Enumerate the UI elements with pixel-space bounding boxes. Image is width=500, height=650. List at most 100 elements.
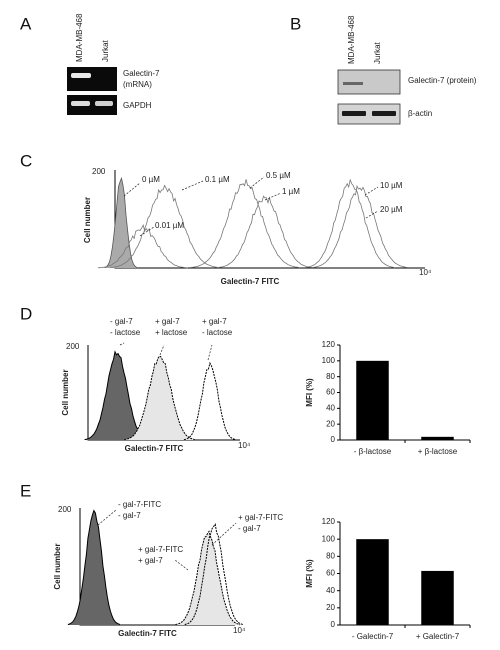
x-tick-label: + β-lactose [418,447,458,456]
y-tick-label: 100 [322,356,336,365]
x-axis-title: Galectin-7 FITC [221,277,280,286]
lane-label: MDA-MB-468 [347,15,356,64]
leader-line [119,342,125,346]
y-tick-label: 80 [326,372,335,381]
leader-line [264,192,282,201]
panel-label: B [290,14,301,33]
histogram [190,179,300,269]
leader-line [181,180,204,191]
y-tick-label: 120 [322,517,336,526]
panel-label: A [20,14,32,33]
legend-label: - lactose [110,328,141,337]
leader-line [159,344,165,356]
legend-label: + gal-7 [138,556,163,565]
y-max-label: 200 [92,167,106,176]
lane-label: Jurkat [101,39,110,62]
panel-label: D [20,304,32,323]
y-tick-label: 20 [326,419,335,428]
row-label: (mRNA) [123,80,152,89]
legend-label: - lactose [202,328,233,337]
x-max-label: 10⁴ [233,626,246,635]
blot-image [337,103,401,125]
legend-label: - gal-7 [110,317,133,326]
panel-label: C [20,151,32,170]
y-max-label: 200 [66,342,80,351]
histogram [110,184,220,269]
y-axis-title: MFI (%) [305,559,314,588]
leader-line [174,559,189,571]
histogram [67,509,121,626]
y-axis-title: Cell number [83,197,92,243]
y-axis-title: Cell number [61,369,70,415]
histogram [183,361,237,441]
histogram [311,184,409,268]
y-tick-label: 100 [322,534,336,543]
leader-line [364,186,379,196]
row-label: Galectin-7 (protein) [408,76,477,85]
y-tick-label: 80 [326,551,335,560]
gel-band-image [67,95,117,115]
blot-band [343,82,363,85]
y-tick-label: 0 [331,620,336,629]
legend-label: - gal-7-FITC [118,500,161,509]
histogram [304,178,396,269]
histogram [184,523,244,626]
gel-band [71,101,90,106]
histogram [124,355,196,441]
y-max-label: 200 [58,505,72,514]
bar [421,570,454,625]
gel-band [95,101,113,106]
bar [421,436,454,440]
y-tick-label: 20 [326,603,335,612]
legend-label: + gal-7 [155,317,180,326]
y-axis-title: Cell number [53,543,62,589]
leader-line [249,176,265,189]
y-tick-label: 0 [331,435,336,444]
leader-line [207,344,213,361]
gel-band [71,73,91,78]
y-tick-label: 60 [326,569,335,578]
x-max-label: 10⁴ [419,268,432,277]
x-tick-label: - Galectin-7 [352,632,394,641]
gel-band-image [67,67,117,91]
y-tick-label: 40 [326,403,335,412]
blot-band [342,111,366,116]
curve-label: 0.5 µM [266,171,291,180]
blot-band [372,111,396,116]
x-tick-label: + Galectin-7 [416,632,460,641]
row-label: Galectin-7 [123,69,160,78]
leader-line [139,226,155,237]
curve-label: 20 µM [380,205,403,214]
bar [356,539,389,625]
legend-label: + lactose [155,328,188,337]
legend-label: + gal-7 [202,317,227,326]
legend-label: - gal-7 [118,511,141,520]
leader-line [97,509,117,526]
bar [356,360,389,440]
curve-label: 10 µM [380,181,403,190]
leader-line [365,210,379,219]
legend-label: + gal-7-FITC [138,545,183,554]
x-tick-label: - β-lactose [354,447,392,456]
y-tick-label: 60 [326,388,335,397]
x-axis-title: Galectin-7 FITC [125,444,184,453]
curve-label: 0.1 µM [205,175,230,184]
row-label: GAPDH [123,101,152,110]
x-max-label: 10⁴ [238,441,251,450]
x-axis-title: Galectin-7 FITC [118,629,177,638]
row-label: β-actin [408,109,432,118]
leader-line [211,522,237,546]
lane-label: MDA-MB-468 [75,13,84,62]
legend-label: - gal-7 [238,524,261,533]
curve-label: 0 µM [142,175,160,184]
lane-label: Jurkat [373,41,382,64]
panel-label: E [20,481,31,500]
y-axis-title: MFI (%) [305,378,314,407]
curve-label: 0.01 µM [155,221,184,230]
y-tick-label: 40 [326,586,335,595]
histogram [97,223,188,269]
y-tick-label: 120 [322,340,336,349]
legend-label: + gal-7-FITC [238,513,283,522]
curve-label: 1 µM [282,187,300,196]
